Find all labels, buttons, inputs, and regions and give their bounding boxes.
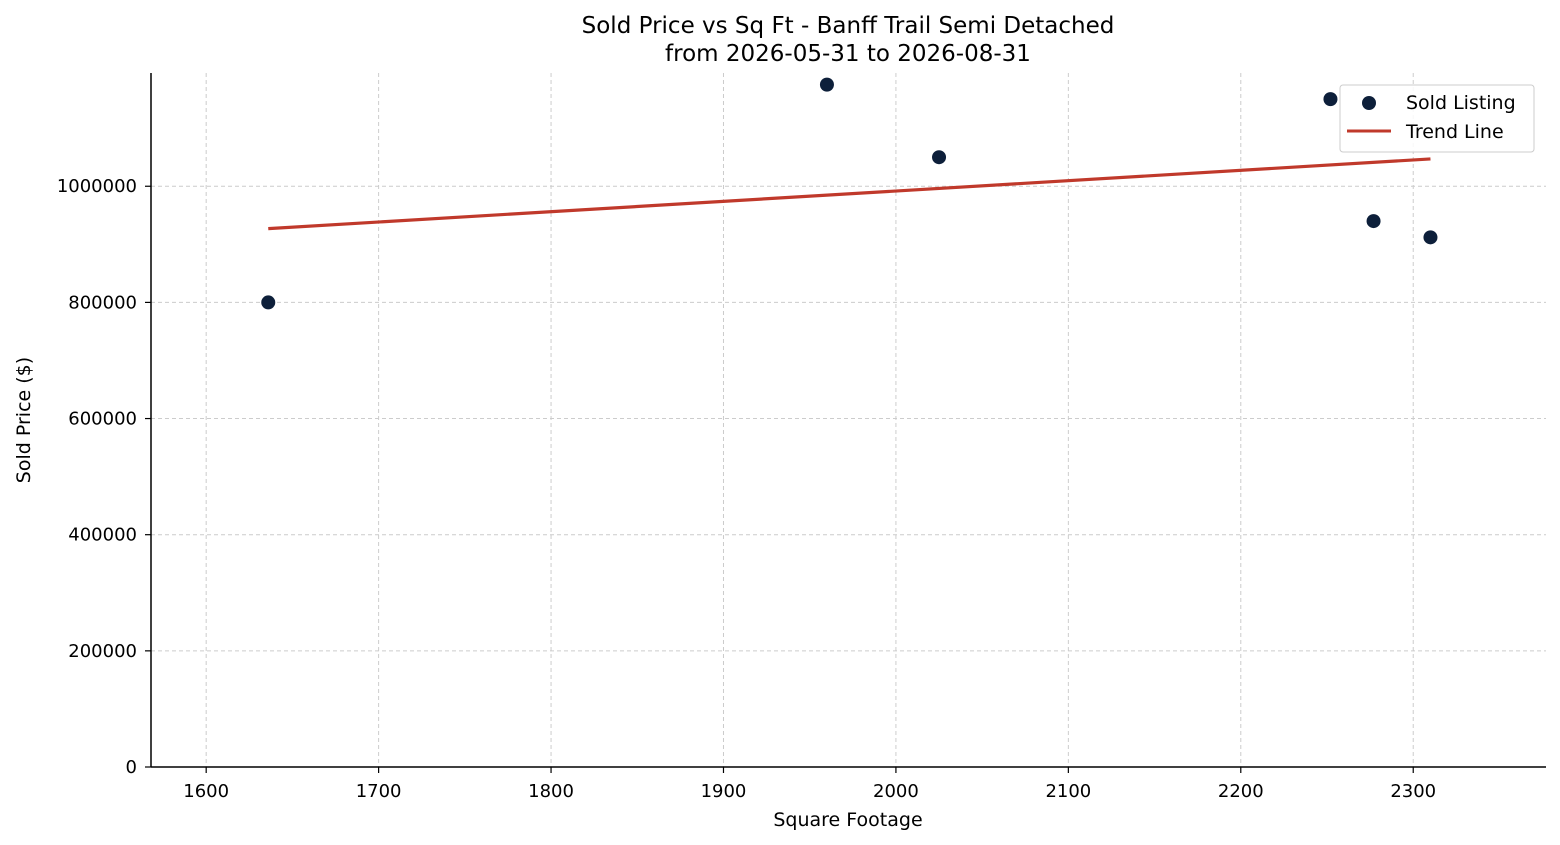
trend-line xyxy=(268,157,1431,231)
legend-label-trend-line: Trend Line xyxy=(1405,121,1504,143)
x-tick-label: 2100 xyxy=(1045,781,1091,802)
y-tick-label: 200000 xyxy=(68,641,137,662)
y-tick-label: 800000 xyxy=(68,292,137,313)
legend: Sold Listing Trend Line xyxy=(1339,84,1535,153)
data-point-6 xyxy=(1423,230,1438,245)
data-point-5 xyxy=(1366,214,1381,229)
legend-label-sold-listing: Sold Listing xyxy=(1406,92,1516,114)
x-tick-label: 1800 xyxy=(528,781,574,802)
series-layer xyxy=(261,77,1438,310)
data-point-1 xyxy=(261,295,276,310)
y-axis-label: Sold Price ($) xyxy=(13,357,35,483)
chart-title-line1: Sold Price vs Sq Ft - Banff Trail Semi D… xyxy=(582,13,1115,39)
grid xyxy=(151,73,1546,768)
y-tick-label: 0 xyxy=(126,757,137,778)
x-axis-label: Square Footage xyxy=(773,809,922,831)
data-point-4 xyxy=(1323,92,1338,107)
ticks: 1600 1700 1800 1900 2000 2100 2200 2300 0 200000 4… xyxy=(57,176,1436,802)
axes xyxy=(150,73,1546,768)
x-tick-label: 2200 xyxy=(1218,781,1264,802)
legend-marker-sold-listing xyxy=(1362,96,1376,110)
data-point-3 xyxy=(932,150,947,165)
x-tick-label: 1900 xyxy=(701,781,747,802)
chart-title-line2: from 2026-05-31 to 2026-08-31 xyxy=(665,41,1031,67)
x-tick-label: 1600 xyxy=(183,781,229,802)
y-tick-label: 600000 xyxy=(68,409,137,430)
x-tick-label: 1700 xyxy=(356,781,402,802)
x-tick-label: 2000 xyxy=(873,781,919,802)
legend-box xyxy=(1339,84,1535,153)
y-tick-label: 400000 xyxy=(68,525,137,546)
y-tick-label: 1000000 xyxy=(57,176,137,197)
x-tick-label: 2300 xyxy=(1390,781,1436,802)
data-point-2 xyxy=(819,77,834,92)
